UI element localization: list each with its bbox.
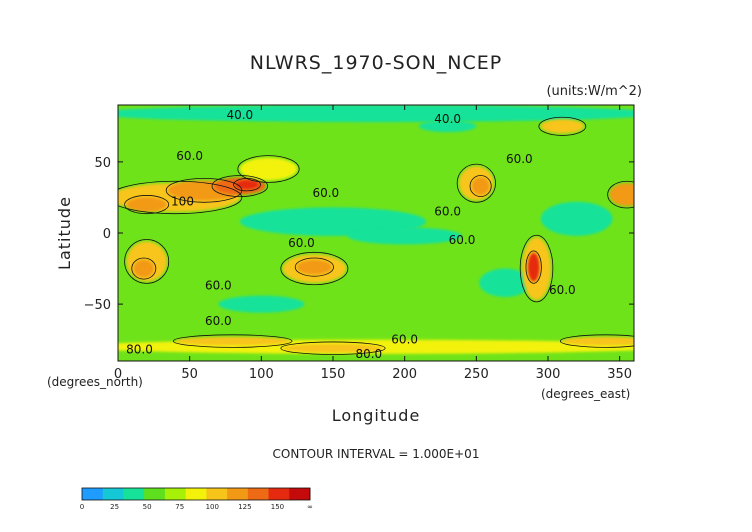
colorbar-swatch-10 (289, 488, 311, 500)
field-region-7 (175, 336, 290, 346)
x-tick-label-7: 350 (607, 367, 632, 382)
field-region-18 (133, 260, 154, 278)
y-unit-label: (degrees_north) (47, 375, 143, 389)
contour-label-14: 100 (171, 195, 194, 209)
colorbar-swatch-1 (102, 488, 124, 500)
x-axis: 0 50 100 150 200 250 300 350 (114, 105, 632, 382)
colorbar-swatch-9 (268, 488, 290, 500)
contour-line-0 (172, 334, 293, 348)
chart-title: NLWRS_1970-SON_NCEP (250, 52, 502, 74)
colorbar-tick-1: 25 (110, 503, 119, 511)
contour-label-3: 60.0 (506, 152, 533, 166)
contour-label-5: 60.0 (434, 205, 461, 219)
y-tick-label-2: 50 (94, 156, 111, 171)
x-tick-label-1: 50 (181, 367, 198, 382)
contour-line-14 (456, 163, 496, 203)
field-region-4 (479, 268, 531, 297)
contour-label-9: 60.0 (549, 283, 576, 297)
field-region-15 (239, 157, 298, 181)
field-region-0 (118, 105, 634, 123)
contour-label-11: 60.0 (391, 333, 418, 347)
colorbar-tick-0: 0 (80, 503, 84, 511)
colorbar-swatch-3 (144, 488, 166, 500)
contour-label-0: 40.0 (226, 108, 253, 122)
contour-label-8: 60.0 (205, 279, 232, 293)
field-layers (118, 105, 634, 354)
field-region-14 (235, 180, 259, 189)
contour-line-12 (280, 251, 349, 286)
x-tick-label-6: 300 (536, 367, 561, 382)
contour-label-1: 40.0 (434, 112, 461, 126)
contour-interval-label: CONTOUR INTERVAL = 1.000E+01 (273, 447, 480, 461)
contour-line-18 (538, 116, 587, 136)
contour-line-11 (131, 257, 157, 280)
x-tick-label-3: 150 (321, 367, 346, 382)
field-region-8 (282, 343, 384, 353)
colorbar-swatch-5 (185, 488, 207, 500)
colorbar-frame (81, 487, 311, 501)
field-region-11 (126, 197, 167, 212)
colorbar: 0 25 50 75 100 125 150 ∞ (80, 487, 313, 511)
colorbar-tick-7: ∞ (307, 503, 313, 511)
x-tick-label-4: 200 (392, 367, 417, 382)
x-tick-label-2: 100 (249, 367, 274, 382)
contour-line-17 (525, 250, 542, 284)
contour-line-16 (519, 234, 554, 303)
colorbar-tick-4: 100 (206, 503, 219, 511)
field-region-9 (562, 336, 634, 346)
colorbar-swatch-7 (227, 488, 249, 500)
field-region-16 (609, 183, 634, 206)
contour-line-6 (211, 175, 269, 197)
contour-line-10 (124, 239, 170, 284)
field-region-5 (218, 295, 305, 313)
contour-lines (118, 116, 634, 355)
contour-label-12: 80.0 (126, 343, 153, 357)
units-label: (units:W/m^2) (546, 84, 642, 99)
x-unit-label: (degrees_east) (541, 387, 630, 401)
contour-line-1 (280, 341, 386, 355)
colorbar-swatch-8 (247, 488, 270, 500)
contour-label-10: 60.0 (205, 314, 232, 328)
field-region-26 (419, 120, 477, 133)
y-tick-label-0: −50 (84, 298, 111, 313)
contour-label-4: 60.0 (312, 186, 339, 200)
x-tick-label-0: 0 (114, 367, 122, 382)
colorbar-swatch-6 (206, 488, 228, 500)
field-region-2 (347, 227, 462, 245)
contour-line-4 (124, 195, 170, 215)
y-axis: −50 0 50 (84, 156, 634, 313)
contour-labels: 40.0 40.0 60.0 60.0 60.0 60.0 60.0 60.0 60.0 60.0… (126, 108, 576, 361)
x-axis-title: Longitude (332, 406, 421, 425)
colorbar-tick-3: 75 (175, 503, 184, 511)
field-region-22 (472, 177, 490, 195)
field-region-20 (297, 260, 332, 275)
contour-line-13 (294, 257, 334, 277)
contour-label-7: 60.0 (449, 233, 476, 247)
field-region-3 (540, 201, 613, 236)
heatmap-area: 40.0 40.0 60.0 60.0 60.0 60.0 60.0 60.0 60.0 60.0… (118, 105, 634, 361)
contour-label-13: 80.0 (355, 347, 382, 361)
contour-label-6: 60.0 (288, 236, 315, 250)
contour-line-3 (118, 180, 243, 215)
y-tick-label-1: 0 (103, 227, 111, 242)
colorbar-tick-6: 150 (271, 503, 284, 511)
contour-line-8 (237, 155, 300, 183)
field-region-24 (527, 252, 540, 282)
colorbar-swatch-2 (123, 488, 145, 500)
x-tick-label-5: 250 (464, 367, 489, 382)
contour-line-15 (469, 175, 492, 197)
colorbar-swatch-4 (164, 488, 187, 500)
y-axis-title: Latitude (55, 196, 74, 270)
contour-line-9 (607, 180, 634, 209)
field-region-25 (540, 119, 584, 134)
colorbar-swatch-0 (82, 488, 104, 500)
colorbar-tick-5: 125 (238, 503, 251, 511)
contour-line-2 (559, 334, 634, 348)
colorbar-tick-2: 50 (143, 503, 152, 511)
contour-label-2: 60.0 (176, 149, 203, 163)
